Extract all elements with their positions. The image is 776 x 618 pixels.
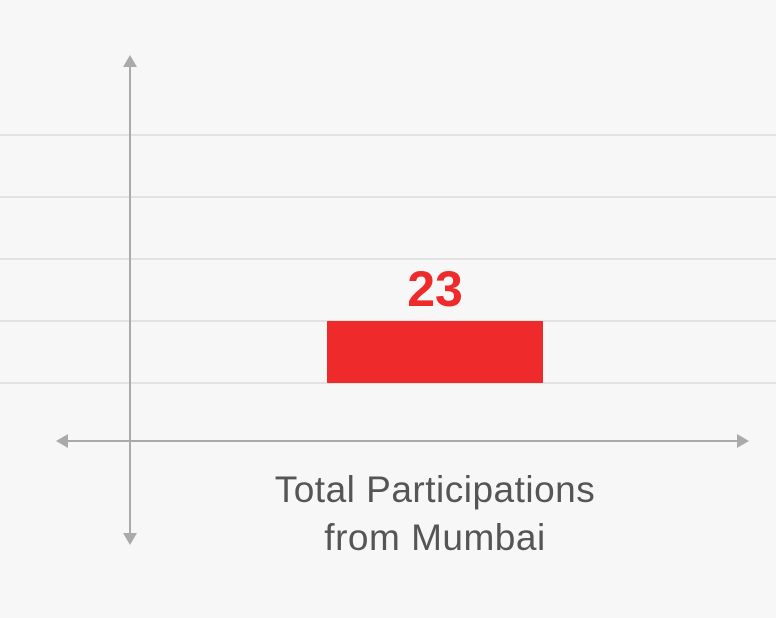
arrow-head: [123, 533, 137, 545]
axes: [56, 55, 749, 545]
value-label: 23: [407, 261, 463, 317]
arrow-head: [56, 434, 68, 448]
arrow-head: [737, 434, 749, 448]
bar: [327, 321, 543, 383]
arrow-head: [123, 55, 137, 67]
category-label: Total Participations from Mumbai: [274, 469, 596, 558]
